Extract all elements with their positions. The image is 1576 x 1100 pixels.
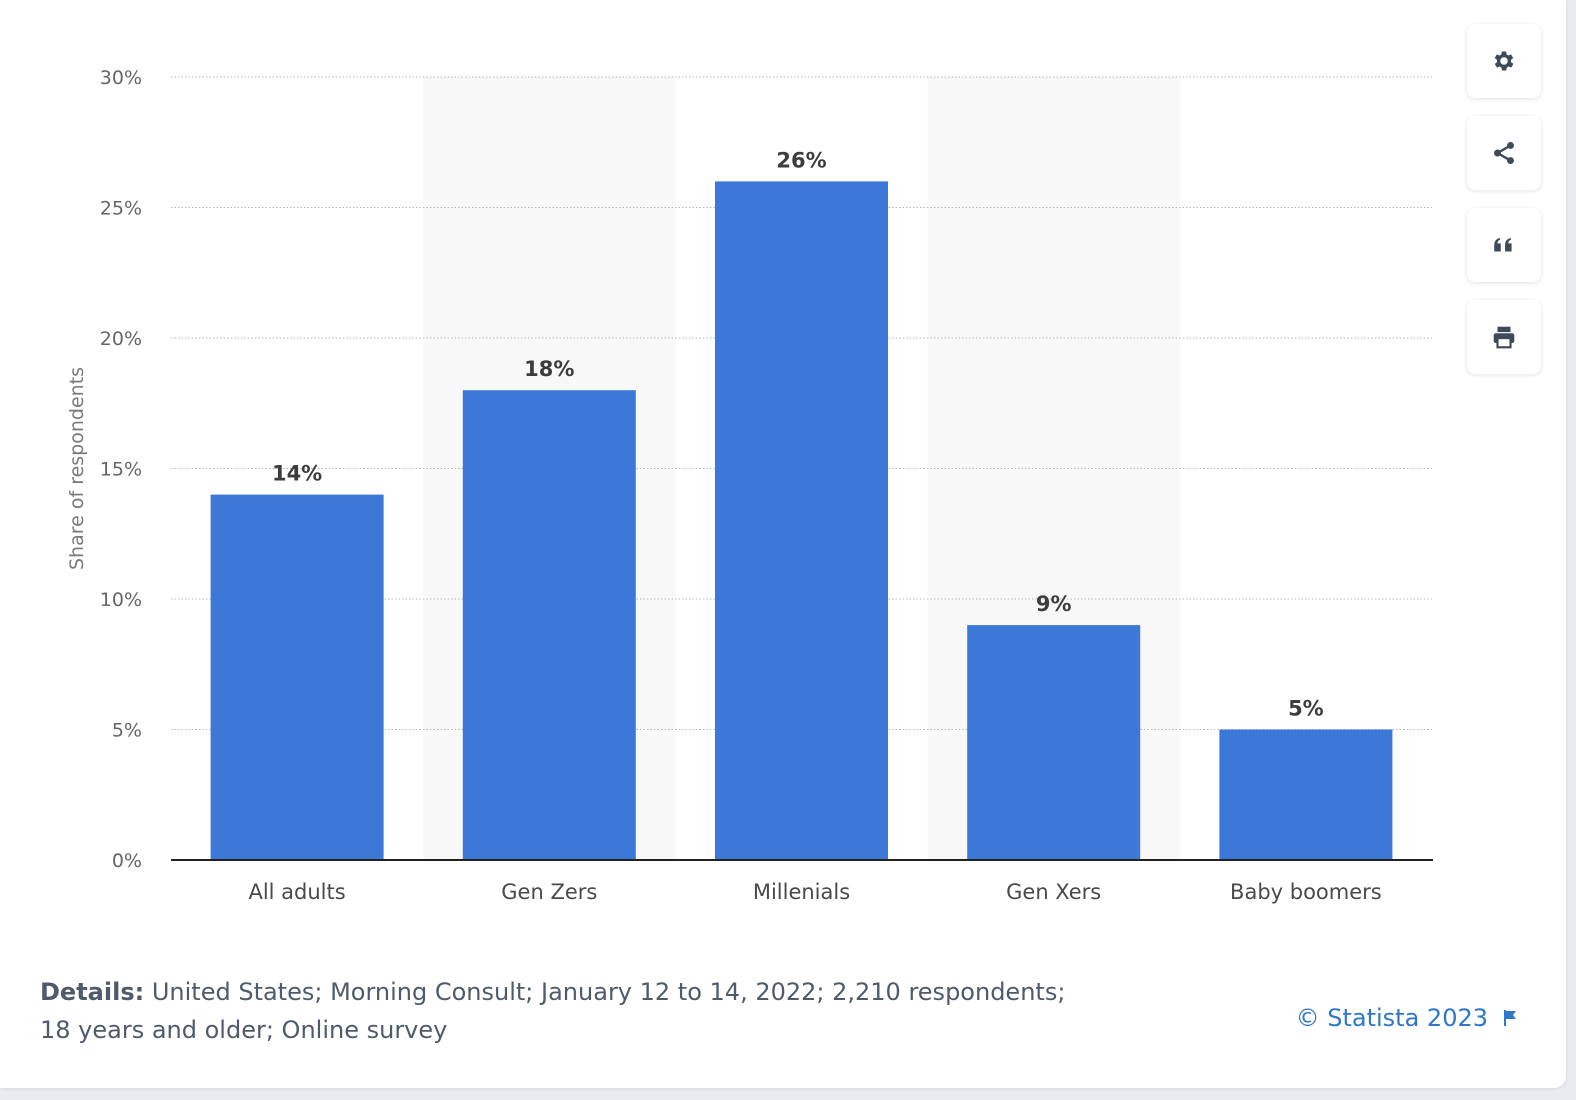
y-tick-label: 10% xyxy=(100,589,142,611)
gear-icon xyxy=(1494,51,1514,71)
x-tick-label: Baby boomers xyxy=(1230,880,1382,904)
copyright-link[interactable]: © Statista 2023 xyxy=(1296,1004,1518,1032)
details-label: Details: xyxy=(40,978,145,1006)
y-tick-label: 30% xyxy=(100,67,142,89)
data-label: 18% xyxy=(524,357,574,381)
bar xyxy=(210,494,384,860)
bar-chart: 0% 5% 10% 15% 20% 25% 30% 14% All adults 18% Gen Z… xyxy=(66,67,1433,904)
x-tick-label: All adults xyxy=(248,880,345,904)
quote-icon xyxy=(1494,237,1512,252)
settings-button[interactable] xyxy=(1467,24,1541,98)
y-tick-label: 5% xyxy=(112,720,142,742)
x-tick-label: Gen Zers xyxy=(501,880,597,904)
data-label: 9% xyxy=(1036,592,1072,616)
details-note: Details: United States; Morning Consult;… xyxy=(40,973,1100,1049)
y-tick-label: 20% xyxy=(100,328,142,350)
y-axis-title: Share of respondents xyxy=(66,367,88,570)
print-icon xyxy=(1493,326,1515,349)
bar xyxy=(967,625,1141,860)
details-text: United States; Morning Consult; January … xyxy=(40,978,1066,1044)
flag-icon xyxy=(1504,1010,1516,1026)
data-label: 5% xyxy=(1288,697,1324,721)
x-tick-label: Gen Xers xyxy=(1006,880,1101,904)
data-label: 14% xyxy=(272,462,322,486)
cite-button[interactable] xyxy=(1467,208,1541,282)
share-icon xyxy=(1494,141,1514,165)
data-label: 26% xyxy=(776,148,826,172)
bar xyxy=(1219,729,1393,860)
share-button[interactable] xyxy=(1467,116,1541,190)
x-tick-label: Millenials xyxy=(753,880,850,904)
bar xyxy=(462,390,636,860)
y-tick-label: 0% xyxy=(112,850,142,872)
copyright-text: © Statista 2023 xyxy=(1295,1004,1488,1032)
y-tick-label: 25% xyxy=(100,198,142,220)
print-button[interactable] xyxy=(1467,300,1541,374)
y-tick-label: 15% xyxy=(100,459,142,481)
bar xyxy=(715,181,888,860)
